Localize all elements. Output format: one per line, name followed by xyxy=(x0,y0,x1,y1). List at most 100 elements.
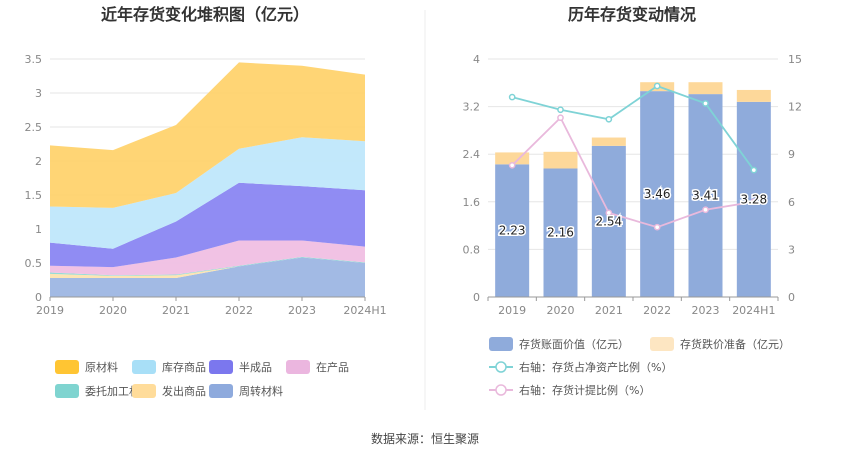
bar-value-label: 3.46 xyxy=(644,187,671,201)
legend-swatch xyxy=(55,384,79,398)
legend-swatch xyxy=(209,360,233,374)
legend-label: 存货跌价准备（亿元） xyxy=(680,337,790,351)
bar-book-value xyxy=(688,94,723,297)
line-point-1 xyxy=(702,206,709,214)
area-2 xyxy=(50,256,365,276)
right-y2-tick-label: 15 xyxy=(788,53,802,66)
right-x-tick-label: 2020 xyxy=(547,304,575,317)
left-y-tick-label: 1 xyxy=(35,223,42,236)
right-chart-title: 历年存货变动情况 xyxy=(568,5,696,24)
legend-label: 半成品 xyxy=(239,360,272,374)
line-point-1 xyxy=(750,198,758,206)
right-lines: 2.23 2.16 2.54 3.46 3.41 3.28 xyxy=(497,82,769,241)
bar-impairment xyxy=(736,89,771,102)
legend-swatch xyxy=(132,360,156,374)
line-point-0 xyxy=(750,166,758,174)
bar-book-value xyxy=(591,145,626,297)
right-axis: 2019 2020 2021 2022 2023 2024H1 xyxy=(487,296,779,317)
left-areas xyxy=(50,62,365,297)
line-point-1 xyxy=(605,209,613,217)
right-y-tick-label: 0 xyxy=(473,291,480,304)
legend-label: 在产品 xyxy=(316,360,349,374)
area-1 xyxy=(50,257,365,278)
legend-swatch xyxy=(55,360,79,374)
line-point-1 xyxy=(557,114,564,122)
legend-label: 周转材料 xyxy=(239,384,283,398)
left-y-tick-label: 3 xyxy=(35,87,42,100)
bar-impairment xyxy=(543,151,578,169)
bar-book-value xyxy=(640,91,675,297)
left-y-tick-label: 2 xyxy=(35,155,42,168)
line-series-1 xyxy=(511,116,754,229)
area-4 xyxy=(50,182,365,268)
right-y-tick-label: 4 xyxy=(473,53,480,66)
line-series-0 xyxy=(511,84,755,171)
right-bars xyxy=(495,82,771,297)
bar-value-label: 2.16 xyxy=(547,226,574,240)
line-point-0 xyxy=(653,82,661,90)
legend-swatch xyxy=(489,337,513,351)
bar-impairment xyxy=(688,82,723,95)
bar-book-value xyxy=(495,164,530,297)
left-axis: 2019 2020 2021 2022 2023 2024H1 xyxy=(36,296,387,317)
inventory-change-bar-chart: 历年存货变动情况 0 0.8 1.6 2.4 3.2 4 0 3 6 9 12 15 2.23 2.16… xyxy=(463,5,803,397)
right-y2-tick-label: 0 xyxy=(788,291,795,304)
right-x-tick-label: 2019 xyxy=(498,304,526,317)
legend-swatch xyxy=(209,384,233,398)
right-x-tick-label: 2023 xyxy=(692,304,720,317)
legend-swatch xyxy=(286,360,310,374)
line-point-1 xyxy=(508,161,516,169)
line-point-0 xyxy=(605,115,613,123)
legend-line-marker xyxy=(495,361,507,373)
right-y-tick-label: 0.8 xyxy=(463,243,481,256)
right-y2-tick-label: 9 xyxy=(788,148,795,161)
line-point-0 xyxy=(557,106,564,114)
legend-label: 存货账面价值（亿元） xyxy=(519,337,629,351)
left-chart-title: 近年存货变化堆积图（亿元） xyxy=(101,5,309,24)
left-y-tick-label: 2.5 xyxy=(25,121,43,134)
right-y2-tick-label: 3 xyxy=(788,243,795,256)
right-y-tick-label: 1.6 xyxy=(463,196,481,209)
left-y-tick-label: 0 xyxy=(35,291,42,304)
area-0 xyxy=(50,257,365,297)
left-y-tick-label: 0.5 xyxy=(25,257,43,270)
line-point-0 xyxy=(702,100,709,107)
legend-swatch xyxy=(650,337,674,351)
legend-swatch xyxy=(132,384,156,398)
line-point-0 xyxy=(508,93,516,101)
left-y-tick-label: 3.5 xyxy=(25,53,43,66)
legend-label: 右轴：存货占净资产比例（%） xyxy=(519,360,672,374)
left-y-tick-label: 1.5 xyxy=(25,189,43,202)
right-grid: 0 0.8 1.6 2.4 3.2 4 0 3 6 9 12 15 xyxy=(463,53,803,304)
area-3 xyxy=(50,240,365,276)
right-x-tick-label: 2022 xyxy=(643,304,671,317)
right-y-tick-label: 3.2 xyxy=(463,101,481,114)
left-x-tick-label: 2024H1 xyxy=(343,304,386,317)
right-y2-tick-label: 12 xyxy=(788,101,802,114)
bar-value-label: 3.41 xyxy=(692,189,719,203)
left-x-tick-label: 2019 xyxy=(36,304,64,317)
legend-label: 右轴：存货计提比例（%） xyxy=(519,383,650,397)
source-note: 数据来源：恒生聚源 xyxy=(371,431,479,446)
area-5 xyxy=(50,137,365,249)
area-6 xyxy=(50,62,365,208)
legend-label: 原材料 xyxy=(85,360,118,374)
right-x-tick-label: 2021 xyxy=(595,304,623,317)
line-point-1 xyxy=(653,223,661,231)
inventory-stacked-area-chart: 近年存货变化堆积图（亿元） 00.511.522.533.5 2019 2020 2… xyxy=(25,5,387,398)
right-x-tick-label: 2024H1 xyxy=(732,304,775,317)
right-y-tick-label: 2.4 xyxy=(463,148,481,161)
bar-impairment xyxy=(591,137,626,146)
legend-label: 库存商品 xyxy=(162,360,206,374)
bar-impairment xyxy=(495,152,530,165)
legend-line-marker xyxy=(495,384,507,396)
left-x-tick-label: 2020 xyxy=(99,304,127,317)
bar-value-label: 3.28 xyxy=(740,192,767,206)
bar-value-label: 2.23 xyxy=(499,224,526,238)
left-x-tick-label: 2022 xyxy=(225,304,253,317)
left-x-tick-label: 2021 xyxy=(162,304,190,317)
left-x-tick-label: 2023 xyxy=(288,304,316,317)
